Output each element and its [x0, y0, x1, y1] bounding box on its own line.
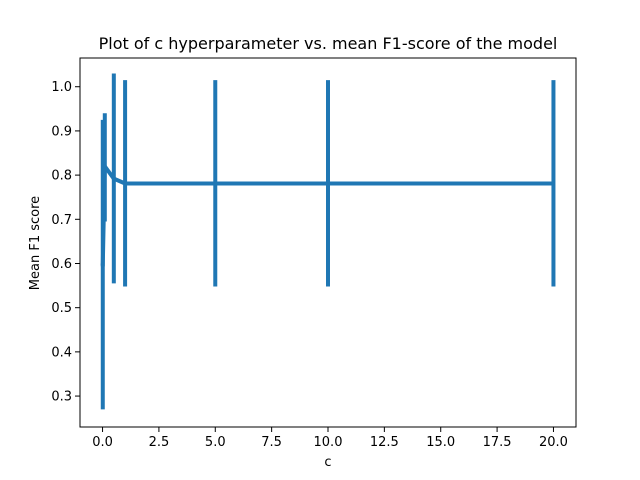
axes-frame	[79, 57, 577, 428]
x-axis-ticks: 0.0 2.5 5.0 7.5 10.0 12.5 15.0 17.5 20.0	[92, 427, 568, 450]
x-tick-label: 0.0	[92, 435, 113, 450]
y-tick-label: 0.8	[51, 169, 72, 184]
x-tick-label: 2.5	[149, 435, 170, 450]
y-tick-label: 0.7	[51, 213, 72, 228]
y-axis-label: Mean F1 score	[28, 196, 43, 290]
data-point	[326, 182, 330, 186]
y-axis-ticks: 0.3 0.4 0.5 0.6 0.7 0.8 0.9 1.0	[51, 80, 80, 405]
y-tick-label: 0.3	[51, 390, 72, 405]
x-tick-label: 5.0	[205, 435, 226, 450]
data-point	[112, 177, 116, 181]
x-tick-label: 20.0	[539, 435, 568, 450]
x-tick-label: 15.0	[426, 435, 455, 450]
series-line	[100, 164, 554, 268]
data-point	[551, 182, 555, 186]
y-tick-label: 0.6	[51, 257, 72, 272]
plot-area	[100, 73, 556, 410]
y-tick-label: 0.5	[51, 301, 72, 316]
x-tick-label: 12.5	[370, 435, 399, 450]
data-point	[213, 182, 217, 186]
x-tick-label: 7.5	[261, 435, 282, 450]
y-tick-label: 0.4	[51, 345, 72, 360]
y-tick-label: 0.9	[51, 124, 72, 139]
data-point	[123, 182, 127, 186]
data-point	[101, 261, 105, 265]
y-tick-label: 1.0	[51, 80, 72, 95]
x-axis-label: c	[324, 455, 331, 470]
data-point	[103, 164, 107, 168]
x-tick-label: 10.0	[314, 435, 343, 450]
x-tick-label: 17.5	[483, 435, 512, 450]
chart-title: Plot of c hyperparameter vs. mean F1-sco…	[99, 34, 558, 53]
data-point	[101, 264, 105, 268]
